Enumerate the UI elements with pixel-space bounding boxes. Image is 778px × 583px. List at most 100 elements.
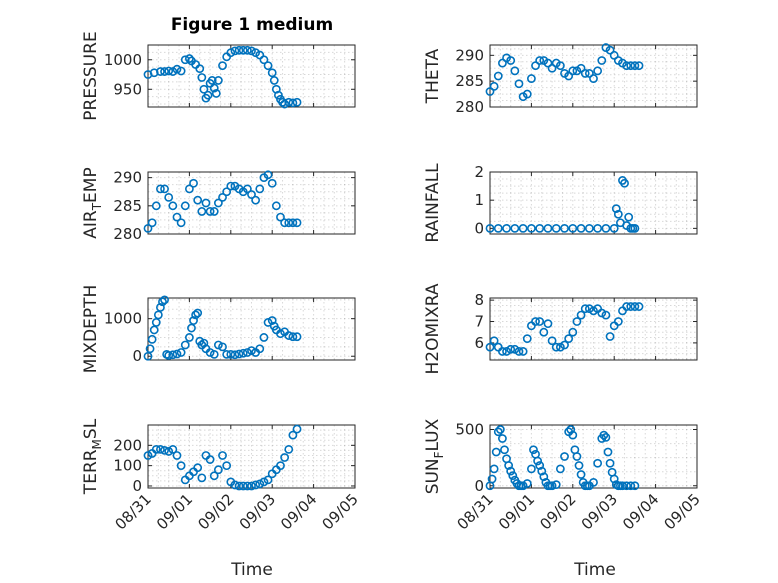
data-point bbox=[176, 66, 186, 76]
series-markers bbox=[485, 176, 640, 233]
data-point bbox=[149, 68, 159, 78]
data-point bbox=[489, 336, 499, 346]
y-axis-label: RAINFALL bbox=[423, 163, 443, 243]
data-point bbox=[572, 452, 582, 461]
data-point bbox=[205, 455, 215, 464]
data-point bbox=[247, 346, 256, 356]
data-point bbox=[242, 481, 252, 491]
data-point bbox=[498, 58, 507, 68]
data-point bbox=[197, 73, 207, 82]
x-axis-label-left: Time bbox=[230, 560, 273, 580]
data-point bbox=[247, 190, 256, 199]
y-axis-label: AIRTEMP bbox=[81, 167, 104, 238]
data-point bbox=[522, 334, 532, 344]
data-point bbox=[199, 84, 209, 94]
data-point bbox=[164, 66, 174, 76]
data-point bbox=[568, 223, 578, 233]
data-point bbox=[584, 223, 594, 233]
y-tick-label: 280 bbox=[113, 225, 142, 243]
data-point bbox=[630, 61, 640, 71]
data-point bbox=[543, 319, 553, 329]
x-tick-label: 09/01 bbox=[495, 490, 538, 533]
data-point bbox=[576, 223, 586, 233]
data-point bbox=[255, 344, 265, 354]
data-point bbox=[535, 56, 545, 65]
data-point bbox=[213, 76, 223, 85]
data-point bbox=[234, 45, 244, 55]
data-point bbox=[160, 446, 169, 455]
data-point bbox=[276, 212, 285, 222]
data-point bbox=[533, 456, 543, 466]
data-point bbox=[626, 302, 636, 311]
data-point bbox=[485, 342, 495, 352]
data-point bbox=[151, 444, 161, 454]
data-point bbox=[197, 207, 207, 216]
data-point bbox=[551, 223, 561, 233]
data-point bbox=[230, 480, 240, 490]
data-point bbox=[180, 340, 190, 350]
x-tick-label: 09/05 bbox=[319, 490, 362, 533]
data-point bbox=[280, 453, 290, 462]
y-tick-label: 0 bbox=[474, 219, 484, 237]
data-point bbox=[193, 195, 203, 205]
data-point bbox=[269, 76, 279, 85]
y-axis-label: MIXDEPTH bbox=[81, 285, 101, 374]
y-tick-label: 285 bbox=[455, 72, 484, 90]
data-point bbox=[209, 349, 219, 359]
data-point bbox=[551, 480, 561, 490]
series-markers bbox=[143, 295, 302, 361]
data-point bbox=[143, 351, 153, 361]
data-point bbox=[247, 481, 256, 491]
data-point bbox=[580, 304, 590, 314]
data-point bbox=[593, 223, 603, 233]
data-point bbox=[199, 338, 209, 348]
data-point bbox=[292, 218, 302, 228]
data-point bbox=[589, 74, 598, 83]
data-point bbox=[599, 430, 609, 440]
data-point bbox=[168, 444, 178, 454]
data-point bbox=[209, 471, 219, 481]
grid-lines bbox=[148, 45, 355, 107]
y-tick-label: 7 bbox=[474, 313, 484, 331]
data-point bbox=[487, 474, 497, 484]
data-point bbox=[543, 58, 553, 68]
data-point bbox=[603, 447, 613, 457]
data-point bbox=[153, 310, 163, 320]
data-point bbox=[205, 348, 215, 357]
axes-frame bbox=[489, 424, 698, 489]
data-point bbox=[189, 178, 198, 188]
grid-lines bbox=[148, 298, 355, 360]
data-point bbox=[522, 479, 532, 488]
data-point bbox=[149, 325, 159, 335]
data-point bbox=[613, 317, 623, 326]
data-point bbox=[518, 223, 528, 233]
y-tick-label: 1000 bbox=[104, 310, 142, 328]
data-point bbox=[160, 295, 169, 305]
data-point bbox=[184, 333, 194, 342]
data-point bbox=[242, 184, 252, 194]
data-point bbox=[601, 223, 611, 233]
data-point bbox=[284, 331, 294, 340]
data-point bbox=[589, 477, 598, 487]
data-point bbox=[292, 332, 302, 342]
data-point bbox=[620, 178, 629, 188]
data-point bbox=[502, 223, 511, 233]
data-point bbox=[611, 204, 621, 214]
data-point bbox=[574, 461, 584, 470]
data-point bbox=[238, 45, 248, 55]
data-point bbox=[230, 350, 240, 360]
data-point bbox=[176, 461, 186, 471]
data-point bbox=[218, 192, 227, 202]
data-point bbox=[238, 481, 248, 491]
data-point bbox=[207, 76, 217, 85]
data-point bbox=[547, 336, 557, 346]
data-point bbox=[213, 198, 223, 208]
grid-lines bbox=[490, 45, 697, 107]
series-markers bbox=[143, 424, 302, 491]
data-point bbox=[193, 463, 203, 473]
data-point bbox=[630, 223, 640, 233]
data-point bbox=[145, 344, 155, 354]
data-point bbox=[276, 329, 285, 339]
data-point bbox=[267, 68, 277, 78]
